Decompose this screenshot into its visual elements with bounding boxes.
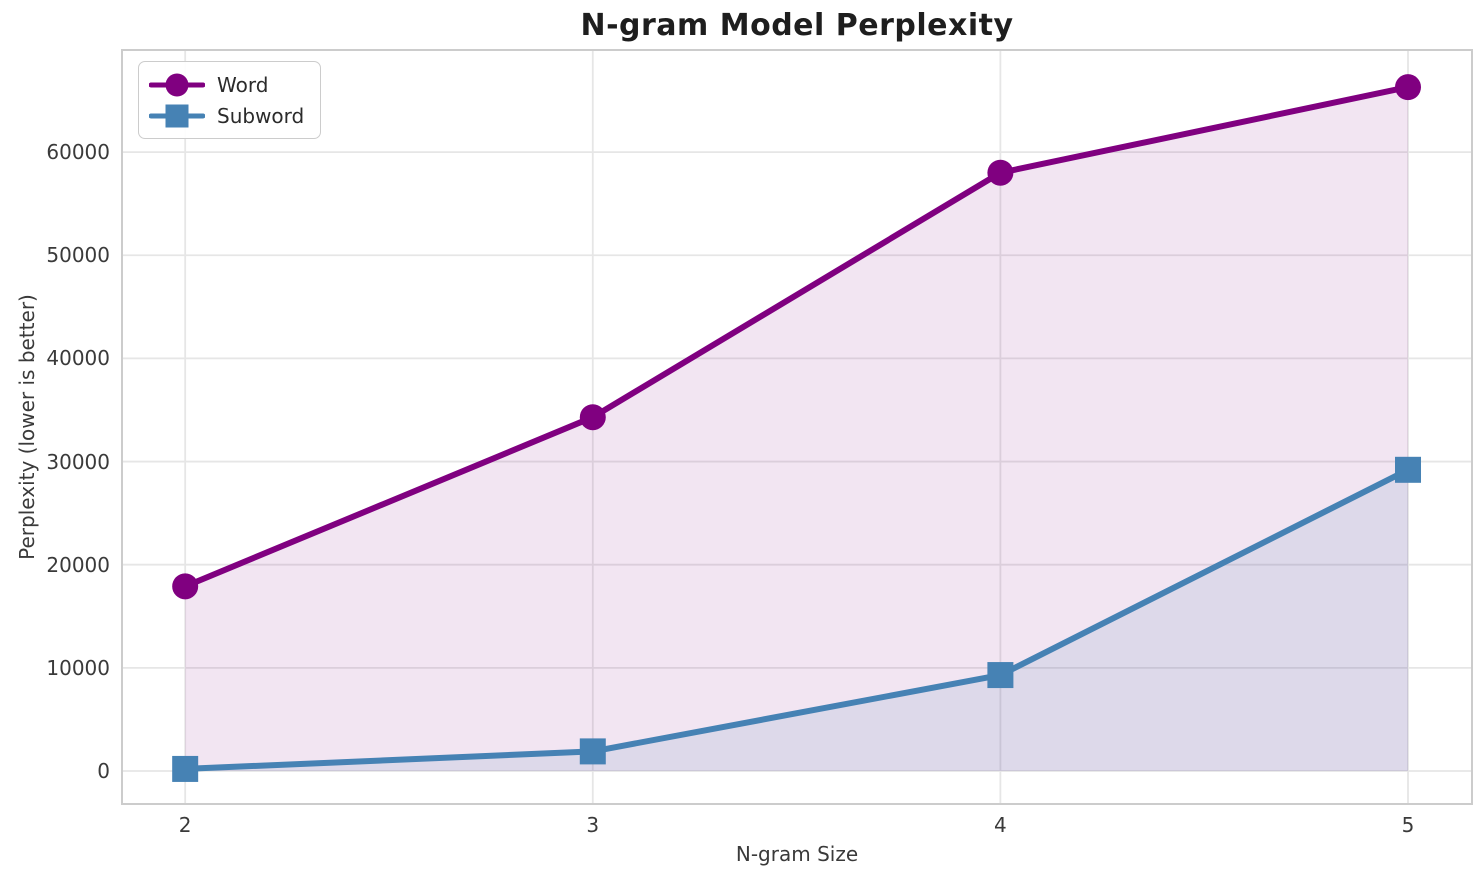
x-tick-label: 2 <box>178 813 192 837</box>
x-tick-label: 5 <box>1401 813 1415 837</box>
data-point-square <box>1395 456 1422 483</box>
y-tick-label: 10000 <box>46 655 110 680</box>
data-point-square <box>987 662 1014 689</box>
series-line <box>182 466 1412 772</box>
y-tick-label: 50000 <box>46 243 110 268</box>
legend-item-word: Word <box>149 69 304 100</box>
legend-item-subword: Subword <box>149 100 304 131</box>
x-axis-label: N-gram Size <box>735 842 859 866</box>
series-line <box>182 84 1412 590</box>
y-tick-label: 20000 <box>46 552 110 577</box>
y-tick-label: 30000 <box>46 449 110 474</box>
legend: Word Subword <box>138 61 322 139</box>
chart-title: N-gram Model Perplexity <box>580 8 1014 43</box>
y-tick-label: 40000 <box>46 346 110 371</box>
data-point-circle <box>987 159 1014 186</box>
data-point-square <box>172 755 199 782</box>
word-line-marker-icon <box>149 73 205 96</box>
legend-label: Subword <box>217 103 305 128</box>
y-axis-label: Perplexity (lower is better) <box>15 294 39 560</box>
data-point-circle <box>1395 74 1422 101</box>
data-point-circle <box>579 404 606 431</box>
legend-marker-circle <box>165 73 189 96</box>
series-fill <box>185 87 1409 771</box>
x-tick-label: 3 <box>586 813 600 837</box>
axes-spines <box>121 49 1473 805</box>
data-point-circle <box>172 573 199 600</box>
data-point-square <box>579 738 606 765</box>
y-tick-label: 60000 <box>46 140 110 165</box>
subword-line-marker-icon <box>149 104 205 127</box>
legend-label: Word <box>217 72 269 97</box>
y-tick-label: 0 <box>97 758 110 783</box>
x-tick-label: 4 <box>994 813 1007 837</box>
legend-marker-square <box>165 104 189 127</box>
series-fill <box>185 469 1409 771</box>
